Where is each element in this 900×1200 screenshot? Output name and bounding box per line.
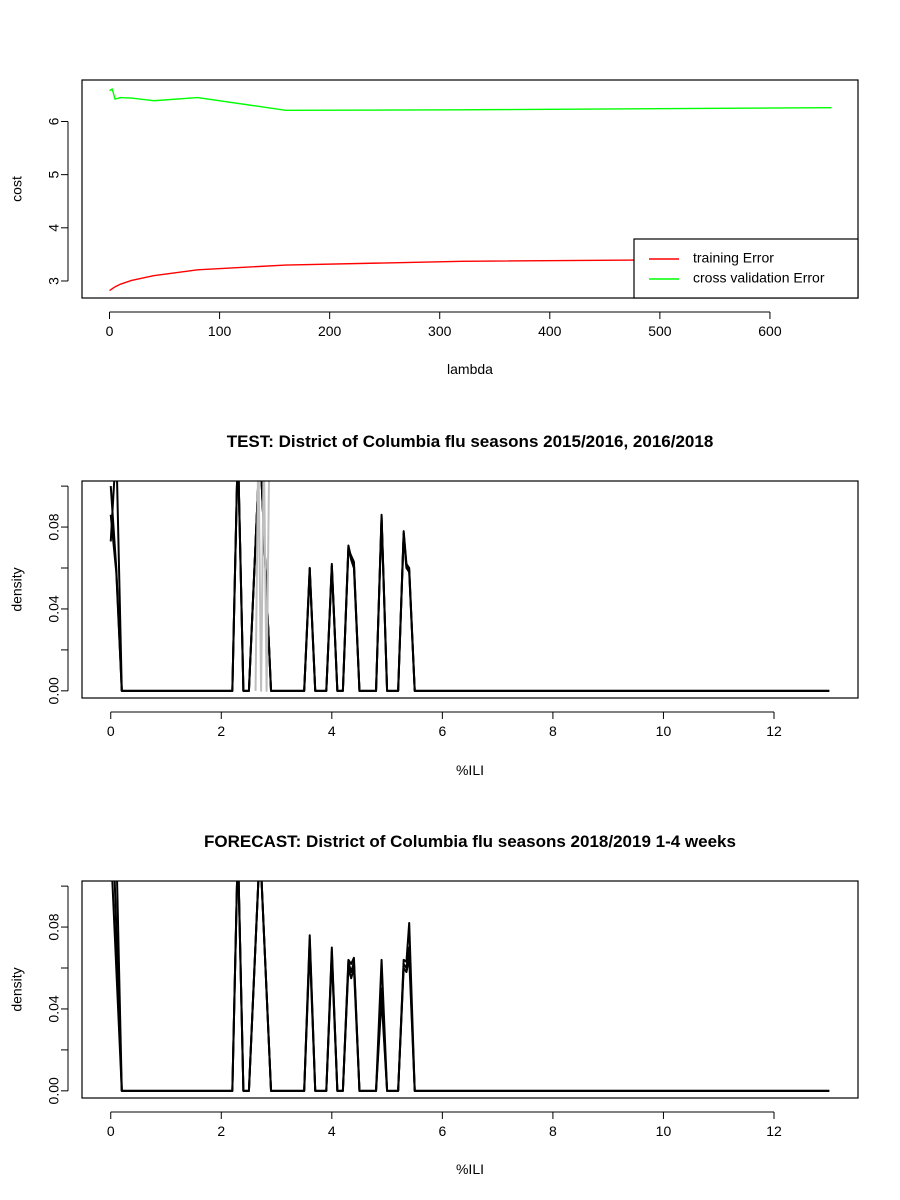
- series-line-1: [109, 257, 832, 292]
- x-axis-title: lambda: [447, 361, 493, 377]
- series-line-3: [109, 481, 830, 692]
- x-axis-title: %ILI: [456, 1161, 484, 1177]
- series-line-4: [254, 481, 270, 692]
- x-tick-label: 500: [648, 323, 672, 339]
- x-tick-label: 4: [328, 1123, 336, 1139]
- y-tick-label: 3: [46, 277, 62, 285]
- x-tick-label: 300: [428, 323, 452, 339]
- x-tick-label: 4: [328, 723, 336, 739]
- x-tick-label: 600: [758, 323, 782, 339]
- x-tick-label: 6: [438, 723, 446, 739]
- y-axis-title: cost: [9, 176, 25, 202]
- x-tick-label: 2: [217, 723, 225, 739]
- x-tick-label: 0: [106, 323, 114, 339]
- series-group: [109, 88, 832, 292]
- y-tick-label: 0.04: [46, 595, 62, 622]
- x-tick-label: 6: [438, 1123, 446, 1139]
- plot-frame: [81, 480, 859, 699]
- chart-panel-3: 0 2 4 6 8 10 12 0.00 0.04 0.08 %ILI density FORECAST…: [9, 832, 859, 1177]
- y-tick-label: 0.00: [46, 677, 62, 704]
- y-tick-label: 0.00: [46, 1077, 62, 1104]
- legend-label: training Error: [693, 250, 774, 266]
- y-tick-label: 0.08: [46, 513, 62, 540]
- x-tick-label: 8: [549, 723, 557, 739]
- x-tick-label: 12: [766, 1123, 782, 1139]
- plot-frame: [81, 79, 859, 299]
- y-tick-label: 4: [46, 224, 62, 232]
- chart-title: FORECAST: District of Columbia flu seaso…: [204, 832, 736, 851]
- x-tick-label: 0: [107, 723, 115, 739]
- y-tick-label: 0.08: [46, 913, 62, 940]
- y-axis-title: density: [9, 967, 25, 1011]
- series-group: [111, 881, 830, 1092]
- legend: training Error cross validation Error: [633, 238, 859, 299]
- chart-title: TEST: District of Columbia flu seasons 2…: [227, 432, 714, 451]
- series-line-3: [116, 881, 830, 1092]
- legend-label: cross validation Error: [693, 270, 825, 286]
- x-tick-label: 2: [217, 1123, 225, 1139]
- series-line-2: [109, 88, 832, 112]
- x-tick-label: 0: [107, 1123, 115, 1139]
- x-tick-label: 8: [549, 1123, 557, 1139]
- x-tick-label: 200: [318, 323, 342, 339]
- y-tick-label: 0.04: [46, 995, 62, 1022]
- chart-panel-2: 0 2 4 6 8 10 12 0.00 0.04 0.08 %ILI density TEST: Di…: [9, 432, 859, 778]
- x-tick-label: 400: [538, 323, 562, 339]
- x-tick-label: 12: [766, 723, 782, 739]
- x-tick-label: 10: [656, 723, 672, 739]
- y-axis-title: density: [9, 567, 25, 611]
- x-axis-title: %ILI: [456, 762, 484, 778]
- series-group: [109, 481, 830, 692]
- x-tick-label: 10: [656, 1123, 672, 1139]
- y-tick-label: 6: [46, 117, 62, 125]
- legend-box: [633, 238, 859, 299]
- chart-panel-1: 0 100 200 300 400 500 600 3 4 5 6 lambda cost trainin…: [9, 79, 859, 377]
- x-tick-label: 100: [208, 323, 232, 339]
- plot-frame: [81, 880, 859, 1099]
- y-tick-label: 5: [46, 171, 62, 179]
